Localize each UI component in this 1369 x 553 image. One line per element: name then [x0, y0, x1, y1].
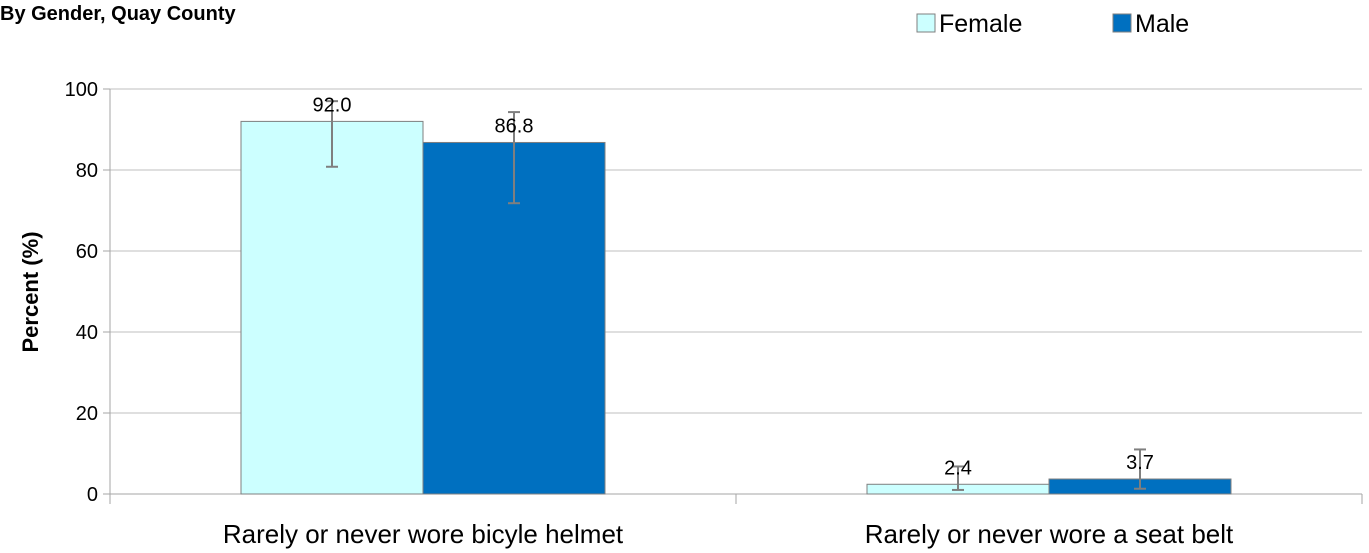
legend-label-female: Female [939, 10, 1022, 38]
bar-female-0 [240, 120, 424, 495]
error-bars [326, 100, 1146, 491]
y-tick-label: 60 [76, 241, 98, 263]
y-tick-labels: 0 20 40 60 80 100 [65, 79, 98, 506]
value-labels: 92.0 86.8 2.4 3.7 [313, 94, 1154, 479]
category-labels: Rarely or never wore bicyle helmet Rarely… [223, 519, 1234, 549]
category-label: Rarely or never wore bicyle helmet [223, 519, 624, 549]
data-label: 92.0 [313, 94, 352, 116]
category-label: Rarely or never wore a seat belt [865, 519, 1234, 549]
y-tick-label: 100 [65, 79, 98, 101]
y-axis-label: Percent (%) [18, 231, 43, 352]
y-tick-label: 20 [76, 403, 98, 425]
legend-swatch-female [916, 13, 936, 33]
data-label: 3.7 [1126, 452, 1154, 474]
legend: Female Male [916, 10, 1189, 38]
data-label: 86.8 [495, 115, 534, 137]
legend-swatch-male [1112, 13, 1132, 33]
legend-label-male: Male [1135, 10, 1189, 38]
y-tick-label: 0 [87, 484, 98, 506]
chart-title: By Gender, Quay County [0, 3, 236, 25]
y-tick-label: 80 [76, 160, 98, 182]
data-label: 2.4 [944, 457, 972, 479]
bars [240, 120, 1232, 495]
y-tick-label: 40 [76, 322, 98, 344]
